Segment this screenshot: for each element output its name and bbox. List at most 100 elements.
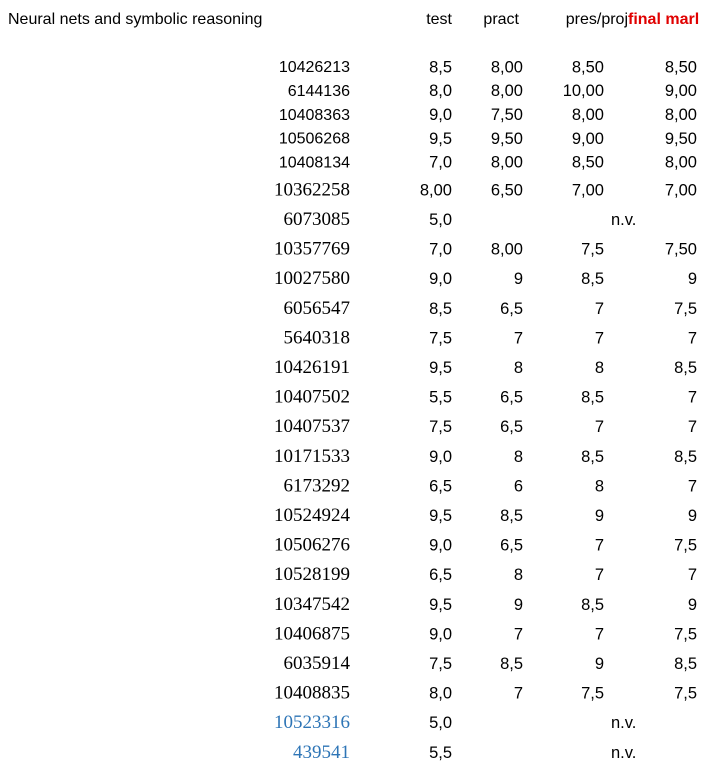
column-header: pract [483, 11, 519, 28]
grade-final: 7,5 [674, 537, 697, 555]
grade-pres: 7 [595, 300, 604, 318]
grade-pract: 9,50 [491, 130, 523, 148]
grade-pract: 8,00 [491, 82, 523, 100]
grade-final: 7 [688, 477, 697, 495]
student-id: 10357769 [274, 239, 350, 260]
grade-pres: 8,5 [581, 389, 604, 407]
grade-final: 9 [688, 507, 697, 525]
grade-pres: 9,00 [572, 130, 604, 148]
grade-final: 7,50 [665, 241, 697, 259]
student-id: 439541 [293, 742, 350, 763]
grade-test: 6,5 [429, 477, 452, 495]
grade-pres: 9 [595, 507, 604, 525]
grade-final: 8,5 [674, 655, 697, 673]
student-id: 10407537 [274, 416, 350, 437]
student-id: 10426191 [274, 357, 350, 378]
grade-pres: 7,00 [572, 181, 604, 199]
student-id: 10506276 [274, 535, 350, 556]
grade-test: 8,0 [429, 685, 452, 703]
grade-final: 8,50 [665, 58, 697, 76]
grade-note: n.v. [611, 714, 636, 732]
grade-final: 9 [688, 270, 697, 288]
grade-pract: 8,5 [500, 655, 523, 673]
student-id: 10426213 [279, 59, 350, 76]
grade-pres: 7 [595, 625, 604, 643]
grade-pract: 7 [514, 329, 523, 347]
grade-pract: 6,50 [491, 181, 523, 199]
grade-final: 7 [688, 418, 697, 436]
column-header: pres/proj [566, 11, 628, 28]
student-id: 10524924 [274, 505, 351, 526]
student-id: 10408134 [279, 154, 350, 171]
grade-test: 7,5 [429, 655, 452, 673]
grade-final: 7 [688, 329, 697, 347]
student-id: 10171533 [274, 446, 350, 467]
student-id: 10523316 [274, 712, 350, 733]
grade-test: 9,5 [429, 507, 452, 525]
grade-test: 9,0 [429, 270, 452, 288]
grade-test: 9,5 [429, 596, 452, 614]
grade-final: 9,00 [665, 82, 697, 100]
grade-pres: 8 [595, 359, 604, 377]
student-id: 10408835 [274, 683, 350, 704]
grade-pract: 7 [514, 685, 523, 703]
grade-test: 9,5 [429, 130, 452, 148]
grade-final: 7 [688, 566, 697, 584]
grade-final: 7 [688, 389, 697, 407]
student-id: 10362258 [274, 179, 350, 200]
student-id: 10506268 [279, 131, 350, 148]
grade-final: 8,5 [674, 448, 697, 466]
grade-test: 5,0 [429, 211, 452, 229]
student-id: 10528199 [274, 564, 350, 585]
grade-pract: 9 [514, 596, 523, 614]
grade-pract: 8 [514, 566, 523, 584]
grade-test: 9,0 [429, 106, 452, 124]
grade-pract: 6,5 [500, 389, 523, 407]
grade-test: 9,0 [429, 537, 452, 555]
grade-test: 8,0 [429, 82, 452, 100]
grade-test: 9,0 [429, 625, 452, 643]
grade-pres: 8,00 [572, 106, 604, 124]
student-id: 10408363 [279, 107, 350, 124]
grade-pres: 7,5 [581, 685, 604, 703]
grade-test: 7,5 [429, 418, 452, 436]
grade-test: 8,00 [420, 181, 452, 199]
grade-final: 9 [688, 596, 697, 614]
grade-test: 5,0 [429, 714, 452, 732]
grade-pract: 6,5 [500, 418, 523, 436]
grade-final: 7,5 [674, 625, 697, 643]
grade-test: 9,5 [429, 359, 452, 377]
grade-pract: 8,00 [491, 154, 523, 172]
column-header: final marl [628, 11, 699, 28]
grade-test: 5,5 [429, 744, 452, 762]
student-id: 10407502 [274, 387, 350, 408]
grade-pres: 8,5 [581, 596, 604, 614]
grade-pract: 7,50 [491, 106, 523, 124]
grade-pres: 8 [595, 477, 604, 495]
grade-pres: 7,5 [581, 241, 604, 259]
grade-final: 8,5 [674, 359, 697, 377]
grade-pract: 8,5 [500, 507, 523, 525]
grade-final: 7,00 [665, 181, 697, 199]
sheet-title: Neural nets and symbolic reasoning [8, 11, 262, 28]
student-id: 6173292 [284, 475, 351, 496]
grade-pract: 8,00 [491, 241, 523, 259]
grade-final: 9,50 [665, 130, 697, 148]
grade-final: 7,5 [674, 685, 697, 703]
student-id: 10027580 [274, 268, 350, 289]
student-id: 6056547 [284, 298, 351, 319]
grade-test: 7,0 [429, 241, 452, 259]
grade-pres: 7 [595, 537, 604, 555]
column-header: test [426, 11, 452, 28]
grade-final: 8,00 [665, 154, 697, 172]
grade-final: 7,5 [674, 300, 697, 318]
grade-pres: 8,50 [572, 154, 604, 172]
grade-pract: 8 [514, 359, 523, 377]
student-id: 6035914 [284, 653, 351, 674]
grade-note: n.v. [611, 211, 636, 229]
grade-pres: 7 [595, 566, 604, 584]
grade-test: 5,5 [429, 389, 452, 407]
grade-test: 8,5 [429, 58, 452, 76]
student-id: 10347542 [274, 594, 350, 615]
